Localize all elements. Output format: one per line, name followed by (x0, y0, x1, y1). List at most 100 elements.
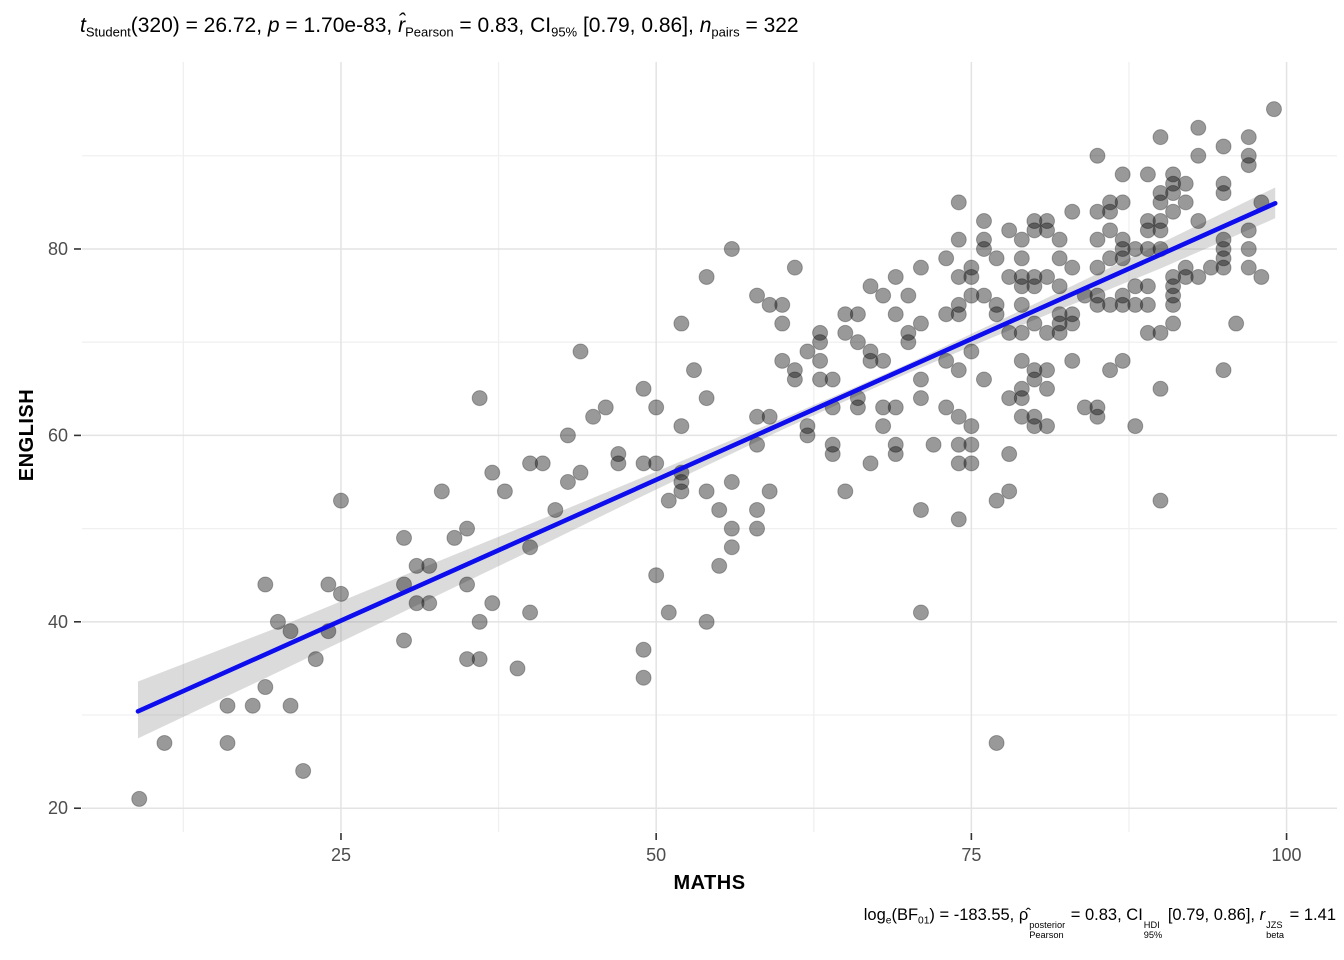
data-point (1039, 380, 1056, 397)
data-point (282, 623, 299, 640)
data-point (988, 734, 1005, 751)
data-point (685, 362, 702, 379)
data-point (1051, 324, 1068, 341)
data-point (988, 306, 1005, 323)
data-point (522, 604, 539, 621)
data-point (1114, 166, 1131, 183)
data-point (1064, 352, 1081, 369)
data-point (610, 455, 627, 472)
data-point (396, 632, 413, 649)
data-point (673, 315, 690, 332)
data-point (774, 296, 791, 313)
data-point (1139, 213, 1156, 230)
text-segment: = 0.83, CI (1066, 906, 1143, 924)
data-point (1013, 324, 1030, 341)
data-point (875, 352, 892, 369)
data-point (660, 604, 677, 621)
data-point (1102, 222, 1119, 239)
y-tick-label: 60 (48, 425, 68, 445)
data-point (471, 613, 488, 630)
data-point (912, 371, 929, 388)
data-point (484, 595, 501, 612)
data-point (723, 240, 740, 257)
data-point (1114, 231, 1131, 248)
data-point (471, 651, 488, 668)
data-point (761, 296, 778, 313)
data-point (673, 483, 690, 500)
data-point (1039, 362, 1056, 379)
data-point (799, 427, 816, 444)
data-point (1152, 380, 1169, 397)
data-point (547, 501, 564, 518)
data-point (1215, 175, 1232, 192)
data-point (1114, 287, 1131, 304)
data-point (459, 651, 476, 668)
axis-ticks (74, 248, 1288, 840)
text-segment: Student (85, 24, 131, 40)
data-point (219, 734, 236, 751)
text-segment: log (863, 906, 886, 924)
data-point (887, 446, 904, 463)
data-point (938, 352, 955, 369)
data-point (1039, 213, 1056, 230)
data-point (925, 436, 942, 453)
smooth-line (135, 201, 1278, 714)
data-point (988, 296, 1005, 313)
data-point (1165, 203, 1182, 220)
data-point (950, 511, 967, 528)
data-point (1152, 194, 1169, 211)
data-point (862, 455, 879, 472)
stacked-script: JZS beta (1266, 920, 1285, 940)
data-point (1089, 399, 1106, 416)
text-segment: ρ̂ (1018, 906, 1029, 924)
data-point (862, 278, 879, 295)
data-point (963, 268, 980, 285)
data-point (812, 334, 829, 351)
data-point (1215, 259, 1232, 276)
y-tick-label: 40 (48, 612, 68, 632)
data-point (938, 250, 955, 267)
data-point (875, 399, 892, 416)
data-point (635, 641, 652, 658)
data-point (963, 259, 980, 276)
data-point (1064, 315, 1081, 332)
data-point (660, 492, 677, 509)
data-point (1064, 306, 1081, 323)
grid-minor (82, 62, 1337, 832)
data-point (673, 474, 690, 490)
data-point (1013, 380, 1030, 397)
data-point (1215, 250, 1232, 267)
data-point (711, 557, 728, 574)
data-point (975, 213, 992, 230)
data-point (975, 240, 992, 257)
data-point (396, 529, 413, 546)
data-point (421, 557, 438, 574)
data-point (1102, 250, 1119, 267)
data-point (1001, 222, 1018, 239)
data-point (433, 483, 450, 500)
data-point (1051, 306, 1068, 323)
data-point (950, 455, 967, 472)
data-point (812, 371, 829, 388)
text-segment: 95% (551, 24, 578, 40)
text-segment: r̂ (398, 14, 406, 37)
data-point (900, 287, 917, 304)
data-point (496, 483, 513, 500)
data-point (711, 501, 728, 518)
data-point (749, 501, 766, 518)
data-point (887, 436, 904, 453)
data-point (307, 651, 324, 668)
data-point (1089, 203, 1106, 220)
data-point (320, 576, 337, 593)
data-point (1001, 483, 1018, 500)
stacked-script: HDI 95% (1143, 920, 1163, 940)
data-point (610, 446, 627, 463)
data-point (1190, 147, 1207, 164)
data-point (950, 436, 967, 453)
data-points (131, 101, 1282, 807)
data-point (484, 464, 501, 481)
data-point (1013, 390, 1030, 407)
data-point (950, 408, 967, 425)
data-point (522, 539, 539, 556)
x-axis-title: MATHS (673, 872, 746, 894)
